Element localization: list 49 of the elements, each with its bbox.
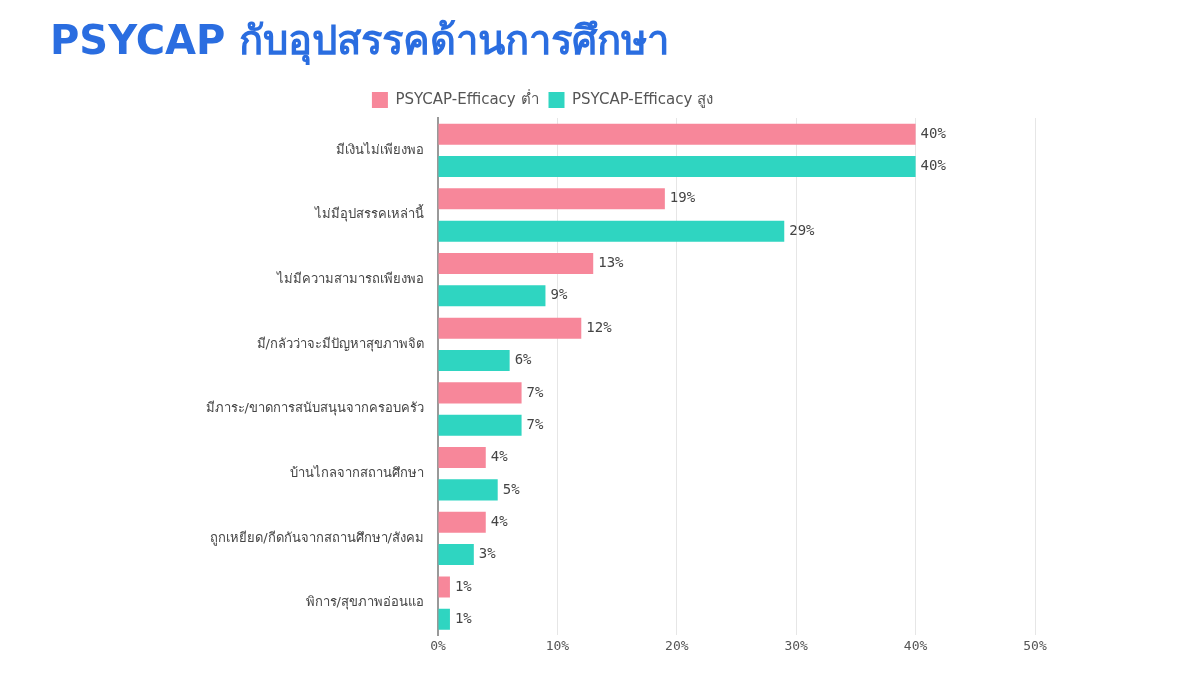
data-label: 9% [550, 286, 568, 303]
data-label: 7% [526, 415, 545, 432]
bar [438, 576, 450, 598]
bar [438, 608, 450, 630]
x-tick-label: 20% [665, 637, 689, 653]
bar [438, 220, 785, 242]
y-tick-label: ไม่มีอุปสรรคเหล่านี้ [314, 204, 424, 223]
x-tick-label: 0% [430, 637, 446, 653]
y-tick-label: ถูกเหยียด/กีดกันจากสถานศึกษา/สังคม [210, 529, 424, 546]
data-label: 40% [920, 124, 947, 141]
y-tick-label: พิการ/สุขภาพอ่อนแอ [305, 594, 424, 611]
bar [438, 350, 510, 372]
legend-label: PSYCAP-Efficacy ต่ำ [395, 87, 539, 108]
bar [438, 188, 665, 210]
data-label: 6% [514, 351, 533, 368]
data-label: 5% [502, 480, 521, 497]
bar [438, 317, 582, 339]
y-tick-label: มีเงินไม่เพียงพอ [336, 141, 424, 157]
x-tick-label: 10% [545, 637, 570, 653]
bar [438, 414, 522, 436]
bar [438, 285, 546, 307]
data-label: 40% [920, 157, 947, 174]
data-label: 13% [598, 254, 625, 271]
x-tick-label: 30% [784, 637, 809, 653]
data-label: 29% [789, 221, 816, 238]
bar [438, 253, 594, 275]
data-label: 19% [669, 189, 696, 206]
bar [438, 511, 486, 533]
data-label: 12% [586, 318, 613, 335]
x-tick-label: 40% [903, 637, 928, 653]
data-label: 4% [490, 448, 509, 465]
bar [438, 544, 474, 566]
data-label: 7% [526, 383, 545, 400]
x-tick-label: 50% [1023, 637, 1047, 653]
data-label: 3% [478, 545, 497, 562]
data-label: 1% [454, 577, 473, 594]
chart-title: PSYCAP กับอุปสรรคด้านการศึกษา [50, 17, 670, 67]
y-tick-label: มีภาระ/ขาดการสนับสนุนจากครอบครัว [205, 400, 424, 417]
y-tick-label: มี/กลัวว่าจะมีปัญหาสุขภาพจิต [256, 335, 424, 352]
bar [438, 479, 498, 501]
data-label: 1% [454, 609, 473, 626]
bar [438, 123, 916, 145]
bar [438, 382, 522, 404]
legend-label: PSYCAP-Efficacy สูง [572, 89, 714, 108]
bar [438, 156, 916, 178]
y-tick-label: ไม่มีความสามารถเพียงพอ [276, 271, 424, 287]
y-tick-label: บ้านไกลจากสถานศึกษา [290, 465, 424, 481]
data-label: 4% [490, 512, 509, 529]
bar [438, 447, 486, 469]
